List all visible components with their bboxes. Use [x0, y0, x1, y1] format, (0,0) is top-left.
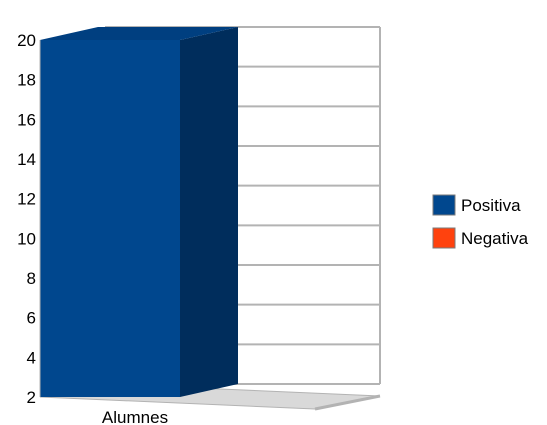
x-tick-label: Alumnes [102, 408, 168, 425]
bars [40, 27, 238, 397]
legend-label-negativa: Negativa [461, 229, 529, 248]
y-tick-label: 4 [27, 348, 36, 367]
legend-item-positiva: Positiva [432, 194, 521, 216]
bar-positiva [40, 27, 238, 397]
y-tick-label: 14 [17, 150, 36, 169]
floor-front-edge [314, 394, 381, 411]
bar-front-face [40, 40, 180, 397]
y-axis: 2 4 6 8 10 12 14 16 18 20 [17, 31, 41, 407]
legend-label-positiva: Positiva [461, 196, 521, 215]
bar-top-face [40, 27, 238, 40]
y-tick-label: 12 [17, 190, 36, 209]
y-tick-label: 8 [27, 269, 36, 288]
y-tick-label: 18 [17, 71, 36, 90]
y-tick-label: 16 [17, 110, 36, 129]
y-tick-label: 10 [17, 229, 36, 248]
legend-item-negativa: Negativa [432, 227, 529, 249]
y-tick-label: 20 [17, 31, 36, 50]
legend-swatch-negativa [432, 227, 456, 249]
legend-swatch-positiva [432, 194, 456, 216]
y-tick-label: 2 [27, 388, 36, 407]
legend: Positiva Negativa [432, 194, 529, 249]
x-axis: Alumnes [102, 408, 168, 425]
y-tick-label: 6 [27, 309, 36, 328]
bar-side-face [180, 27, 238, 397]
